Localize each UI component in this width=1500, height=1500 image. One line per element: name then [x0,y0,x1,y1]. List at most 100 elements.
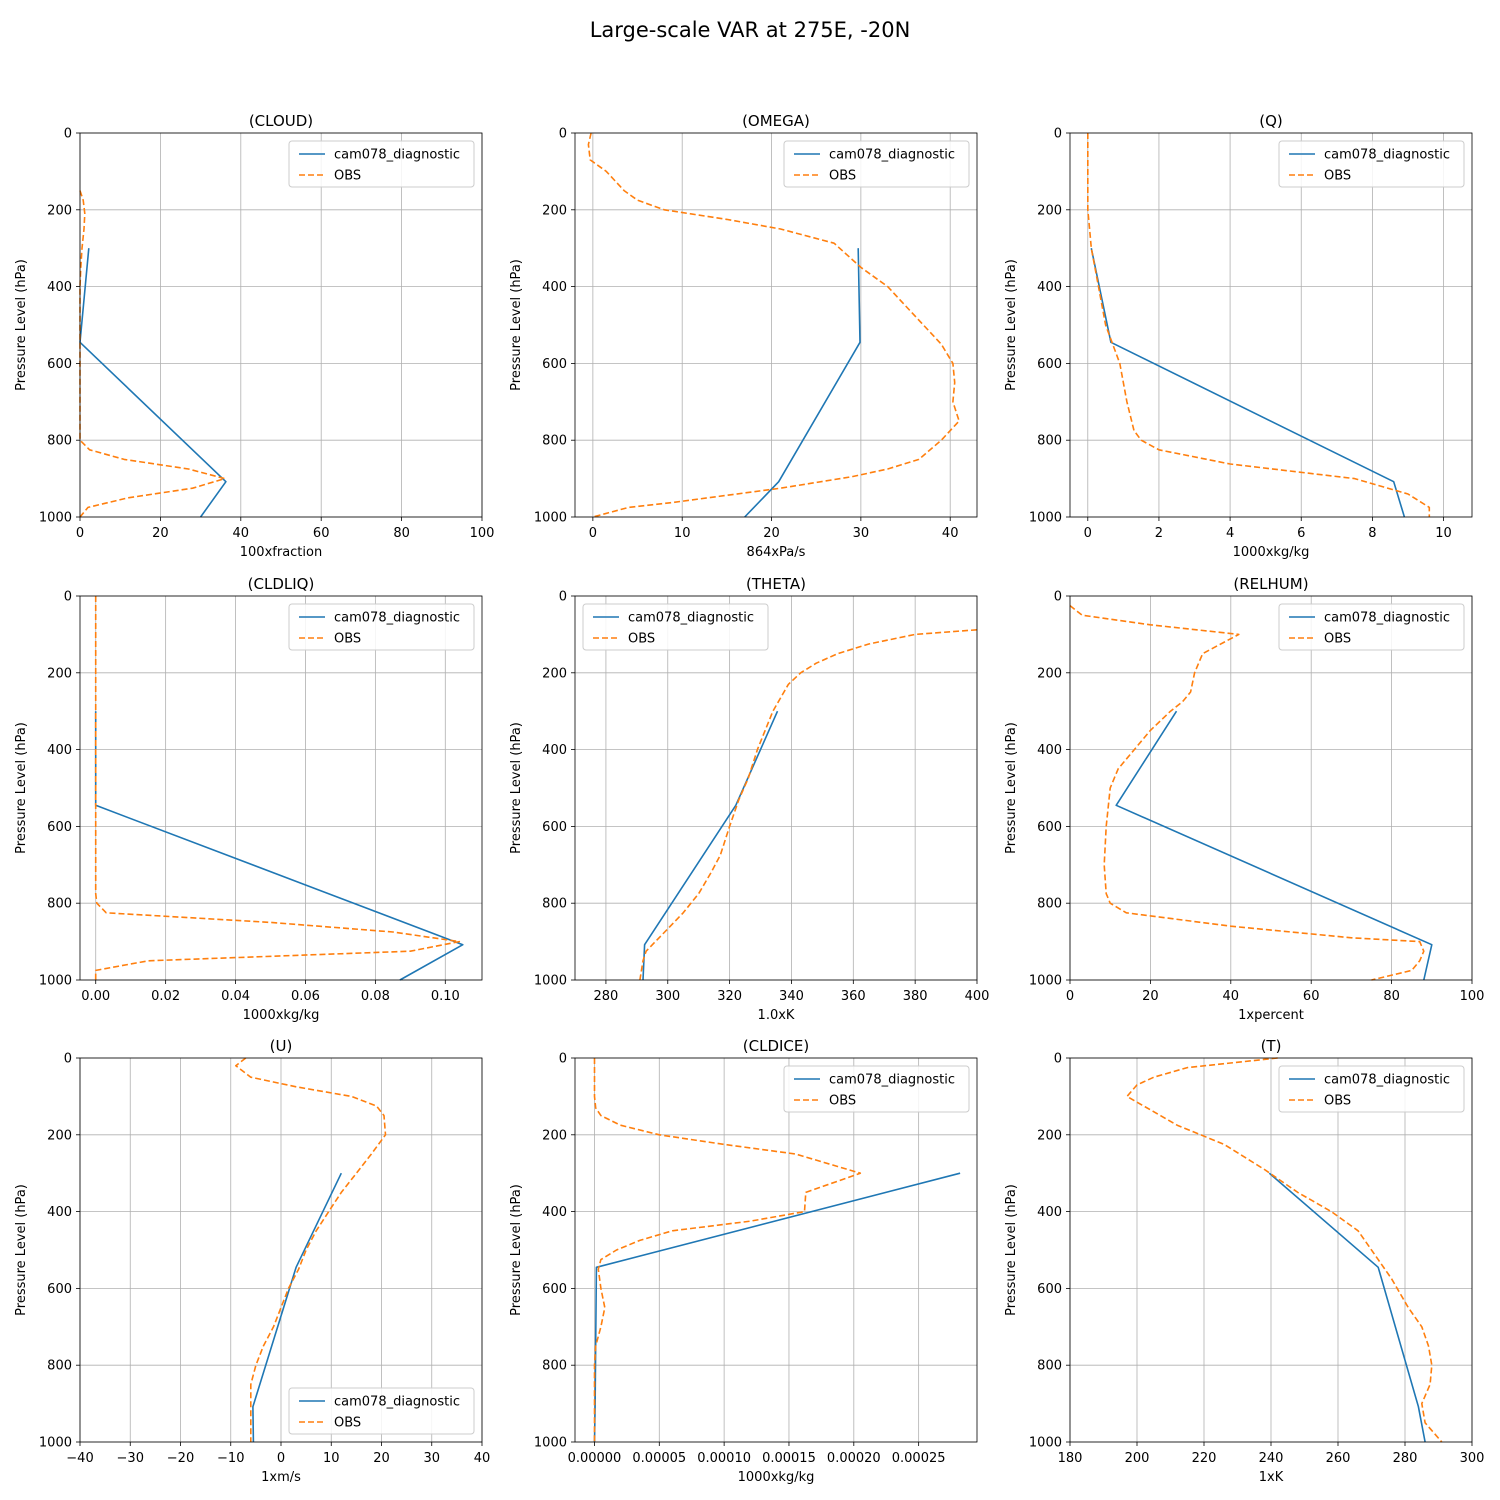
chart-panel: −40 −30 −20 −10 0 10 20 30 4002004006008001000(U… [14,1037,490,1485]
x-tick-label: 80 [393,526,410,541]
x-tick-label: 280 [1393,1451,1418,1466]
x-tick-label: 0.08 [361,989,390,1004]
x-tick-label: 0.00025 [892,1451,946,1466]
y-tick-label: 400 [542,743,567,758]
plot-frame [1069,595,1473,981]
x-axis-label: 1xm/s [261,1470,301,1485]
x-tick-label: 6 [1297,526,1305,541]
panel-title: (Q) [1259,112,1283,130]
y-tick-label: 1000 [534,974,567,989]
x-tick-label: 180 [1058,1451,1083,1466]
legend-label: cam078_diagnostic [829,148,955,163]
y-tick-label: 200 [542,666,567,681]
y-tick-label: 400 [1037,1205,1062,1220]
panel-title: (T) [1261,1037,1282,1055]
y-tick-label: 400 [542,1205,567,1220]
y-axis-label: Pressure Level (hPa) [14,722,29,854]
x-tick-label: 60 [1303,989,1320,1004]
x-tick-label: 0.00020 [827,1451,881,1466]
y-tick-label: 200 [1037,1128,1062,1143]
x-tick-label: 0 [1066,989,1074,1004]
y-axis-label: Pressure Level (hPa) [14,259,29,391]
y-tick-label: 600 [47,357,72,372]
x-tick-label: 20 [152,526,169,541]
x-tick-label: 280 [594,989,619,1004]
legend: cam078_diagnostic OBS [288,140,475,188]
x-tick-label: 2 [1155,526,1163,541]
y-tick-label: 600 [542,357,567,372]
plot-frame [574,132,978,518]
chart-panel: 0 20 40 60 80 10002004006008001000(RELHUM)1xp… [1004,575,1484,1023]
y-axis-label: Pressure Level (hPa) [1004,722,1019,854]
series-line-model [252,1172,343,1443]
y-tick-label: 600 [1037,1282,1062,1297]
series-line-obs [235,1057,387,1442]
y-tick-label: 800 [47,897,72,912]
x-tick-label: 10 [323,1451,340,1466]
x-axis-label: 1000xkg/kg [1233,545,1310,560]
x-axis-label: 864xPa/s [747,545,806,560]
plot-frame [574,1057,978,1443]
chart-panel: 0 20 40 60 80 10002004006008001000(CLOUD)100x… [14,112,494,560]
x-tick-label: 40 [1223,989,1240,1004]
x-tick-label: 300 [655,989,680,1004]
legend-label: cam078_diagnostic [829,1073,955,1088]
chart-panel: 0 2 4 6 8 10 0 200 400 600 800 1000 (Q) 1000xkg/kg Pre… [1004,112,1473,560]
legend-label: OBS [334,1416,361,1431]
y-tick-label: 800 [1037,1359,1062,1374]
legend-label: cam078_diagnostic [628,611,754,626]
legend: cam078_diagnostic OBS [288,603,475,651]
y-tick-label: 1000 [1029,974,1062,989]
x-tick-label: −20 [167,1451,194,1466]
x-tick-label: 20 [373,1451,390,1466]
x-axis-label: 1xK [1259,1470,1284,1485]
legend: cam078_diagnostic OBS [783,1065,970,1113]
legend-box [1278,1065,1465,1113]
x-tick-label: 400 [965,989,990,1004]
y-axis-label: Pressure Level (hPa) [1004,1184,1019,1316]
chart-panel: 0 10 20 30 4002004006008001000(OMEGA)864xPa/… [509,112,978,560]
x-tick-label: 0.10 [431,989,460,1004]
y-tick-label: 600 [542,1282,567,1297]
x-tick-label: 100 [1460,989,1485,1004]
panel-title: (CLOUD) [249,112,313,130]
x-tick-label: 100 [470,526,495,541]
series-line-model [744,248,861,518]
legend-box [582,603,769,651]
x-tick-label: 30 [853,526,870,541]
x-axis-label: 1000xkg/kg [243,1008,320,1023]
x-axis-label: 100xfraction [240,545,322,560]
x-tick-label: 380 [903,989,928,1004]
y-tick-label: 800 [1037,434,1062,449]
y-tick-label: 800 [47,434,72,449]
legend-label: OBS [1324,169,1351,184]
x-tick-label: 20 [1142,989,1159,1004]
x-tick-label: 200 [1125,1451,1150,1466]
y-tick-label: 0 [559,127,567,142]
panel-title: (CLDLIQ) [248,575,315,593]
legend-label: cam078_diagnostic [1324,148,1450,163]
y-tick-label: 0 [64,590,72,605]
y-tick-label: 1000 [534,1436,567,1451]
x-tick-label: 0 [1084,526,1092,541]
legend-label: cam078_diagnostic [334,1395,460,1410]
y-tick-label: 200 [47,1128,72,1143]
y-tick-label: 400 [47,280,72,295]
series-line-obs [79,190,226,518]
y-tick-label: 1000 [1029,1436,1062,1451]
panel-title: (RELHUM) [1233,575,1308,593]
x-tick-label: 320 [717,989,742,1004]
legend-box [1278,603,1465,651]
x-tick-label: 0.00010 [697,1451,751,1466]
y-axis-label: Pressure Level (hPa) [509,259,524,391]
panel-title: (THETA) [746,575,806,593]
y-tick-label: 600 [1037,820,1062,835]
x-tick-label: 40 [474,1451,491,1466]
y-tick-label: 800 [47,1359,72,1374]
series-line-model [79,248,227,518]
y-tick-label: 1000 [1029,511,1062,526]
y-tick-label: 600 [47,1282,72,1297]
legend-label: OBS [334,169,361,184]
y-tick-label: 200 [1037,666,1062,681]
